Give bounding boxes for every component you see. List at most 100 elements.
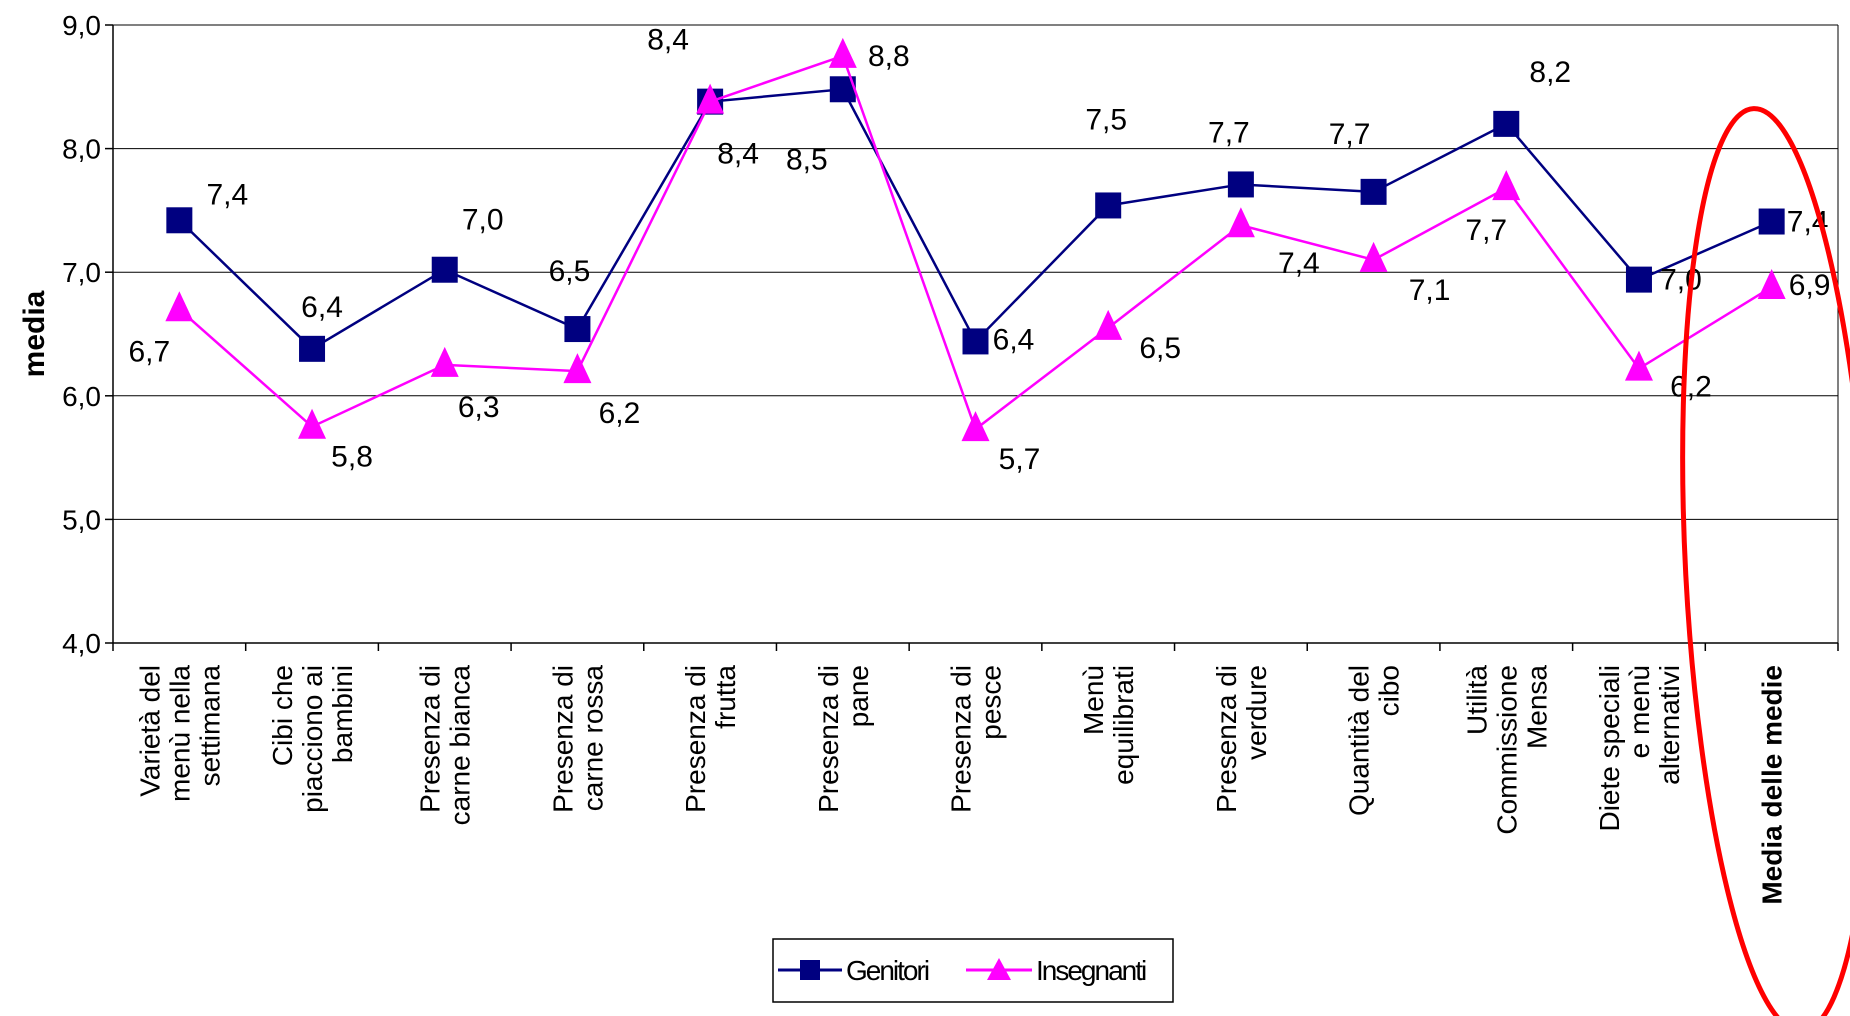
- category-label: Utilità: [1461, 665, 1492, 735]
- legend-label-genitori: Genitori: [846, 955, 929, 986]
- data-point-triangle: [1226, 207, 1255, 238]
- highlight-ellipse: [1680, 106, 1850, 1016]
- y-tick-label: 4,0: [62, 628, 101, 659]
- category-label: Menù: [1078, 665, 1109, 735]
- data-point-triangle: [298, 408, 327, 439]
- category-label: Presenza di: [547, 665, 578, 813]
- y-tick-labels: 4,0 5,0 6,0 7,0 8,0 9,0: [62, 10, 101, 659]
- category-label: alternativi: [1654, 665, 1685, 785]
- data-point-triangle: [1757, 269, 1786, 300]
- legend-marker-square: [800, 960, 820, 980]
- data-label-insegnanti: 7,4: [1278, 247, 1320, 280]
- legend-label-insegnanti: Insegnanti: [1036, 955, 1146, 986]
- data-point-triangle: [430, 346, 459, 377]
- category-label: carne rossa: [577, 665, 608, 812]
- highlight-ellipse-shape: [1680, 106, 1850, 1016]
- category-label: Media delle medie: [1757, 665, 1788, 905]
- data-point-square: [1493, 110, 1520, 137]
- data-point-triangle: [1094, 309, 1123, 340]
- data-point-square: [962, 328, 989, 355]
- data-label-insegnanti: 6,2: [599, 397, 641, 430]
- data-labels: 7,4 6,4 7,0 6,5 8,4 8,5 6,4 7,5 7,7 7,7 8,2 7,0 7,4 6…: [128, 24, 1830, 477]
- category-label: verdure: [1241, 665, 1272, 760]
- data-label-insegnanti: 6,5: [1139, 332, 1181, 365]
- data-label-genitori: 6,4: [301, 291, 343, 324]
- data-point-square: [1227, 171, 1254, 198]
- category-label: menù nella: [164, 665, 195, 802]
- legend-marker-triangle: [987, 958, 1011, 980]
- category-label: Commissione: [1491, 665, 1522, 835]
- category-label: pane: [843, 665, 874, 727]
- data-label-insegnanti: 8,8: [868, 40, 910, 73]
- data-label-genitori: 7,5: [1085, 103, 1127, 136]
- y-axis-label: media: [18, 290, 51, 377]
- category-label: Presenza di: [1211, 665, 1242, 813]
- series-group: [165, 37, 1786, 442]
- category-label: e menù: [1624, 665, 1655, 758]
- data-point-square: [1095, 192, 1122, 219]
- data-point-square: [299, 335, 326, 362]
- category-label: Cibi che: [267, 665, 298, 766]
- series-line-genitori: [178, 87, 1773, 351]
- y-tick-label: 5,0: [62, 504, 101, 535]
- y-tick-label: 6,0: [62, 381, 101, 412]
- data-label-genitori: 6,4: [993, 323, 1035, 356]
- category-label: Presenza di: [946, 665, 977, 813]
- category-label: carne bianca: [445, 665, 476, 826]
- data-point-square: [431, 256, 458, 283]
- data-point-triangle: [1359, 241, 1388, 272]
- y-tick-label: 8,0: [62, 134, 101, 165]
- data-label-genitori: 7,7: [1208, 116, 1250, 149]
- data-point-square: [564, 316, 591, 343]
- data-label-insegnanti: 6,3: [458, 391, 500, 424]
- data-label-genitori: 8,2: [1529, 56, 1571, 89]
- data-label-genitori: 7,7: [1329, 118, 1371, 151]
- data-point-triangle: [165, 291, 194, 322]
- category-label: cibo: [1374, 665, 1405, 716]
- category-label: settimana: [194, 665, 225, 787]
- axes: [105, 24, 1839, 651]
- category-label: Presenza di: [813, 665, 844, 813]
- data-point-square: [1758, 208, 1785, 235]
- category-label: Diete speciali: [1594, 665, 1625, 832]
- data-label-insegnanti: 6,7: [128, 335, 170, 368]
- data-point-square: [1625, 266, 1652, 293]
- data-point-triangle: [1492, 170, 1521, 201]
- category-label: piacciono ai: [297, 665, 328, 813]
- data-label-insegnanti: 8,4: [717, 138, 759, 171]
- legend: Genitori Insegnanti: [772, 938, 1174, 1003]
- category-label: equilibrati: [1108, 665, 1139, 785]
- data-point-triangle: [828, 37, 857, 68]
- category-label: frutta: [710, 665, 741, 729]
- data-point-triangle: [961, 411, 990, 442]
- category-label: Quantità del: [1344, 665, 1375, 816]
- data-point-triangle: [563, 353, 592, 384]
- category-label: bambini: [327, 665, 358, 763]
- data-label-genitori: 8,5: [786, 143, 828, 176]
- data-label-genitori: 7,4: [206, 178, 248, 211]
- y-tick-label: 9,0: [62, 10, 101, 41]
- series-line-insegnanti: [178, 54, 1773, 432]
- category-label: Presenza di: [680, 665, 711, 813]
- data-point-square: [1360, 178, 1387, 205]
- category-label: Mensa: [1521, 665, 1552, 749]
- category-label: Varietà del: [134, 665, 165, 797]
- data-label-insegnanti: 6,9: [1789, 269, 1831, 302]
- data-label-genitori: 8,4: [647, 24, 689, 57]
- data-point-triangle: [696, 83, 725, 114]
- data-label-genitori: 6,5: [549, 255, 591, 288]
- data-label-insegnanti: 5,8: [331, 441, 373, 474]
- category-label: Presenza di: [415, 665, 446, 813]
- data-label-insegnanti: 6,2: [1670, 371, 1712, 404]
- category-labels: Varietà del menù nella settimana Cibi che pi…: [134, 665, 1787, 905]
- data-point-triangle: [1624, 350, 1653, 381]
- data-label-genitori: 7,0: [462, 204, 504, 237]
- y-tick-label: 7,0: [62, 257, 101, 288]
- data-label-insegnanti: 7,7: [1465, 214, 1507, 247]
- data-label-insegnanti: 7,1: [1409, 274, 1451, 307]
- data-label-genitori: 7,0: [1660, 264, 1702, 297]
- data-point-square: [166, 207, 193, 234]
- data-label-insegnanti: 5,7: [999, 443, 1041, 476]
- category-label: pesce: [976, 665, 1007, 740]
